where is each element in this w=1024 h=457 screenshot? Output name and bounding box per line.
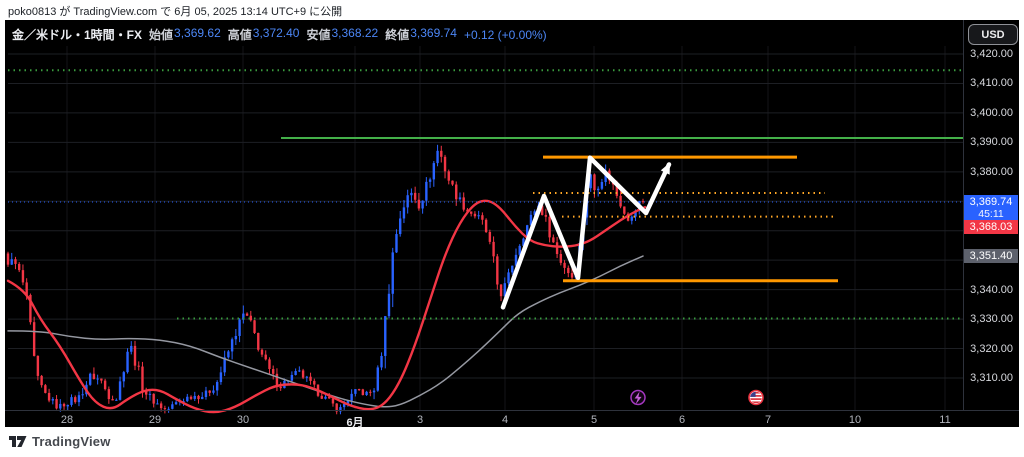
price-tick-3,420.00: 3,420.00 [970,48,1013,60]
price-tick-3,380.00: 3,380.00 [970,165,1013,178]
price-tick-3,330.00: 3,330.00 [970,313,1013,326]
us-flag-event-icon[interactable] [748,389,764,406]
price-tick-3,320.00: 3,320.00 [970,342,1013,355]
ma-fast [6,199,647,414]
change-value: +0.12 (+0.00%) [463,28,547,42]
ohlc-field-3: 終値 3,369.74 [385,26,457,42]
symbol-title[interactable]: 金／米ドル・1時間・FX [12,28,143,42]
time-tick-6月: 6月 [346,417,364,429]
time-tick-5: 5 [590,414,598,426]
chart-canvas[interactable] [5,20,1019,427]
lightning-event-icon[interactable] [630,389,646,406]
ohlc-field-1: 高値 3,372.40 [227,26,300,42]
price-tick-3,390.00: 3,390.00 [970,136,1013,149]
time-scale-separator [5,410,1019,411]
time-tick-7: 7 [764,414,772,426]
grid-horizontal [8,53,963,379]
time-tick-10: 10 [848,414,862,426]
price-tick-3,340.00: 3,340.00 [970,283,1013,296]
candles-layer [6,144,645,415]
zigzag-arrow-drawing[interactable] [500,155,672,310]
time-tick-6: 6 [678,414,686,426]
tradingview-logo-text: TradingView [32,434,111,449]
price-tick-3,310.00: 3,310.00 [970,372,1013,384]
currency-button[interactable]: USD [968,24,1018,45]
time-tick-4: 4 [501,414,509,426]
ma-slow [7,255,644,408]
price-scale-separator [963,20,964,410]
ohlc-values: 始値 3,369.62 高値 3,372.40 安値 3,368.22 終値 3,369.74 [149,26,457,43]
last-price-label: 3,369.74 45:11 [964,195,1018,221]
ma-fast-value-label: 3,368.03 [964,220,1018,235]
time-tick-29: 29 [148,414,162,426]
ma-slow-value-label: 3,351.40 [964,249,1018,264]
time-tick-3: 3 [416,414,424,426]
time-tick-11: 11 [939,414,951,426]
tradingview-logo-icon [9,436,27,447]
price-tick-3,410.00: 3,410.00 [970,77,1013,90]
ohlc-field-0: 始値 3,369.62 [149,26,221,42]
time-tick-30: 30 [236,414,250,426]
chart-panel: 金／米ドル・1時間・FX 始値 3,369.62 高値 3,372.40 安値 3,368… [5,20,1019,429]
time-tick-28: 28 [60,414,74,426]
grid-vertical [66,46,946,410]
price-tick-3,400.00: 3,400.00 [970,106,1013,119]
chart-header: 金／米ドル・1時間・FX 始値 3,369.62 高値 3,372.40 安値 3,368… [12,26,547,43]
publish-bar: poko0813 が TradingView.com で 6月 05, 2025… [8,6,343,18]
tradingview-attribution[interactable]: TradingView [8,434,111,449]
ohlc-field-2: 安値 3,368.22 [306,26,379,42]
